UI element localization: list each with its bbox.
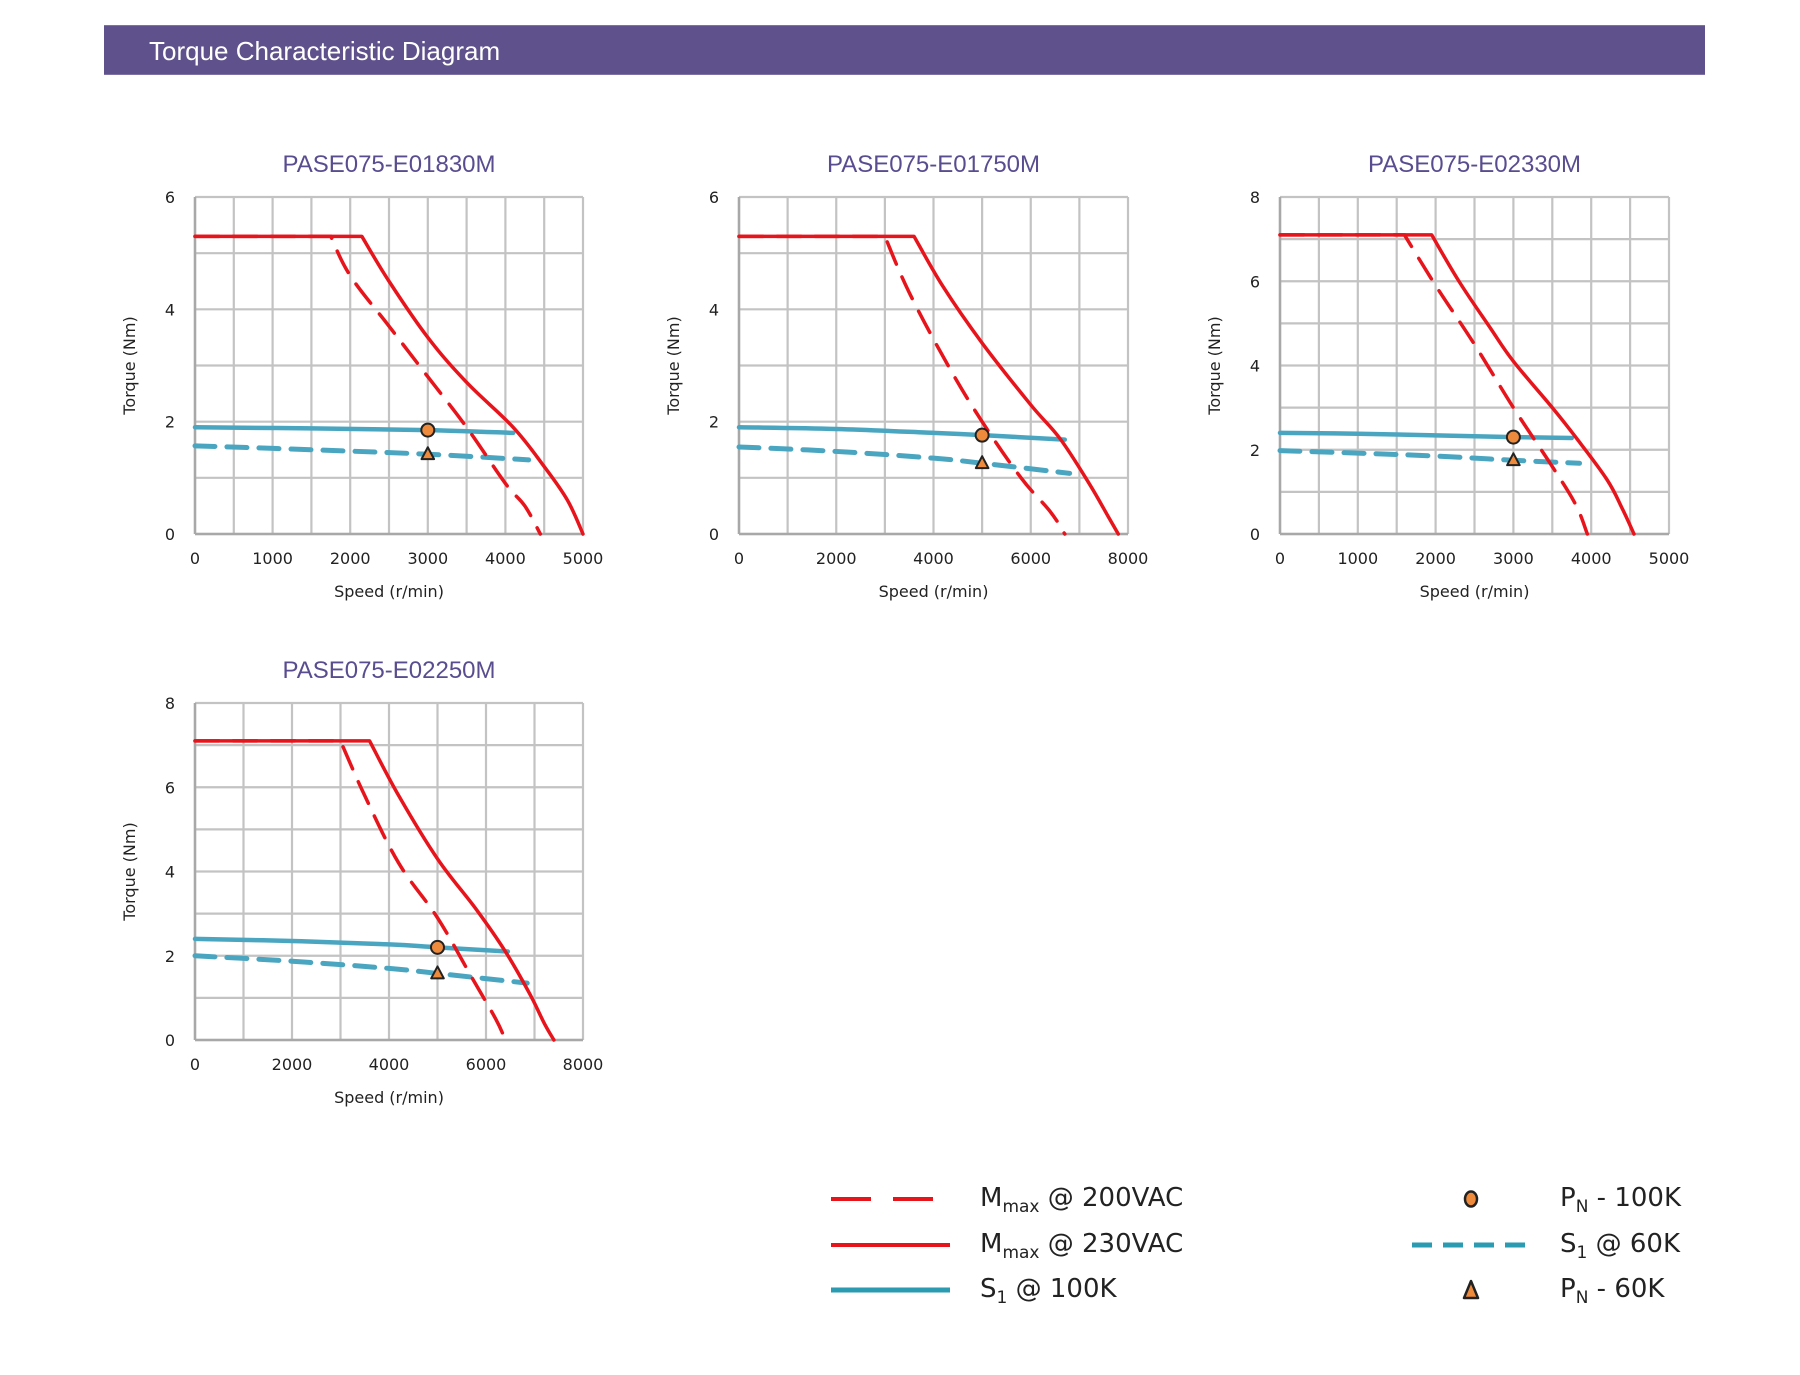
x-tick-label: 0	[190, 549, 200, 568]
marker-pn-60k	[1506, 452, 1521, 467]
x-tick-label: 0	[190, 1055, 200, 1074]
series-mmax-200vac	[1278, 233, 1590, 536]
y-tick-label: 2	[165, 947, 175, 966]
marker-pn-100k	[974, 427, 990, 443]
y-tick-label: 0	[165, 525, 175, 544]
y-tick-label: 4	[1250, 357, 1260, 376]
x-axis-label: Speed (r/min)	[1420, 582, 1530, 601]
series-s1-100k	[192, 425, 516, 436]
x-tick-label: 4000	[913, 549, 954, 568]
y-axis-label: Torque (Nm)	[664, 316, 683, 415]
y-tick-label: 6	[709, 188, 719, 207]
y-tick-label: 0	[709, 525, 719, 544]
series-s1-60k	[736, 444, 1073, 476]
y-tick-label: 6	[165, 188, 175, 207]
x-tick-label: 5000	[563, 549, 604, 568]
grid	[737, 195, 1130, 536]
series-s1-100k	[1277, 430, 1574, 441]
y-tick-label: 2	[165, 413, 175, 432]
x-tick-label: 2000	[272, 1055, 313, 1074]
x-tick-label: 4000	[485, 549, 526, 568]
x-tick-label: 6000	[1010, 549, 1051, 568]
series-s1-60k	[192, 953, 530, 986]
y-tick-label: 2	[1250, 441, 1260, 460]
section-header: Torque Characteristic Diagram	[104, 25, 1705, 75]
x-tick-label: 0	[1275, 549, 1285, 568]
chart-title: PASE075-E01830M	[282, 151, 495, 178]
x-tick-label: 1000	[1337, 549, 1378, 568]
marker-pn-100k	[430, 939, 445, 955]
chart-1: PASE075-E01830M 0 1000 2000 3000 4000 5000 0 2 4 6…	[120, 151, 603, 601]
series-mmax-200vac	[193, 739, 508, 1042]
series-mmax-230vac	[1278, 233, 1636, 536]
series-s1-60k	[192, 443, 532, 463]
section-title: Torque Characteristic Diagram	[149, 36, 501, 66]
chart-title: PASE075-E02250M	[282, 657, 495, 684]
y-tick-label: 2	[709, 413, 719, 432]
series-mmax-200vac	[737, 234, 1067, 536]
chart-title: PASE075-E01750M	[827, 151, 1040, 178]
marker-pn-100k	[1505, 429, 1521, 445]
y-tick-label: 6	[1250, 272, 1260, 291]
x-tick-label: 4000	[1571, 549, 1612, 568]
x-tick-label: 2000	[330, 549, 371, 568]
x-tick-label: 4000	[369, 1055, 410, 1074]
y-tick-label: 0	[165, 1031, 175, 1050]
grid	[193, 701, 585, 1042]
grid	[193, 195, 585, 536]
x-tick-label: 6000	[466, 1055, 507, 1074]
x-tick-label: 8000	[1108, 549, 1149, 568]
x-tick-label: 3000	[407, 549, 448, 568]
series-mmax-230vac	[737, 234, 1121, 536]
y-tick-label: 4	[165, 863, 175, 882]
x-tick-label: 8000	[563, 1055, 604, 1074]
series-s1-100k	[192, 936, 511, 954]
y-tick-label: 6	[165, 778, 175, 797]
x-axis-label: Speed (r/min)	[334, 582, 444, 601]
y-axis-label: Torque (Nm)	[1205, 316, 1224, 415]
chart-2: PASE075-E01750M 0 2000 4000 6000 8000 0 2 4 6 Spee…	[664, 151, 1148, 601]
y-tick-label: 4	[165, 300, 175, 319]
marker-pn-60k	[974, 455, 990, 470]
series-mmax-200vac	[193, 234, 543, 536]
marker-pn-60k	[430, 965, 445, 980]
x-tick-label: 2000	[1415, 549, 1456, 568]
x-tick-label: 0	[734, 549, 744, 568]
marker-pn-60k	[420, 446, 436, 461]
x-tick-label: 2000	[816, 549, 857, 568]
x-axis-label: Speed (r/min)	[879, 582, 989, 601]
y-tick-label: 4	[709, 300, 719, 319]
y-tick-label: 8	[1250, 188, 1260, 207]
y-tick-label: 0	[1250, 525, 1260, 544]
x-tick-label: 1000	[252, 549, 293, 568]
y-axis-label: Torque (Nm)	[120, 316, 139, 415]
series-s1-100k	[736, 425, 1068, 442]
x-tick-label: 3000	[1493, 549, 1534, 568]
marker-pn-100k	[420, 422, 436, 438]
chart-4: PASE075-E02250M 0 2000 4000 6000 8000 0 2 4 6 8 Spe…	[120, 657, 603, 1107]
x-axis-label: Speed (r/min)	[334, 1088, 444, 1107]
y-axis-label: Torque (Nm)	[120, 822, 139, 921]
x-tick-label: 5000	[1649, 549, 1690, 568]
y-tick-label: 8	[165, 694, 175, 713]
chart-title: PASE075-E02330M	[1368, 151, 1581, 178]
series-mmax-230vac	[193, 234, 585, 536]
series-mmax-230vac	[193, 739, 556, 1042]
chart-3: PASE075-E02330M 0 1000 2000 3000 4000 5000 0 2 4 6…	[1205, 151, 1689, 601]
series-s1-60k	[1277, 448, 1583, 466]
